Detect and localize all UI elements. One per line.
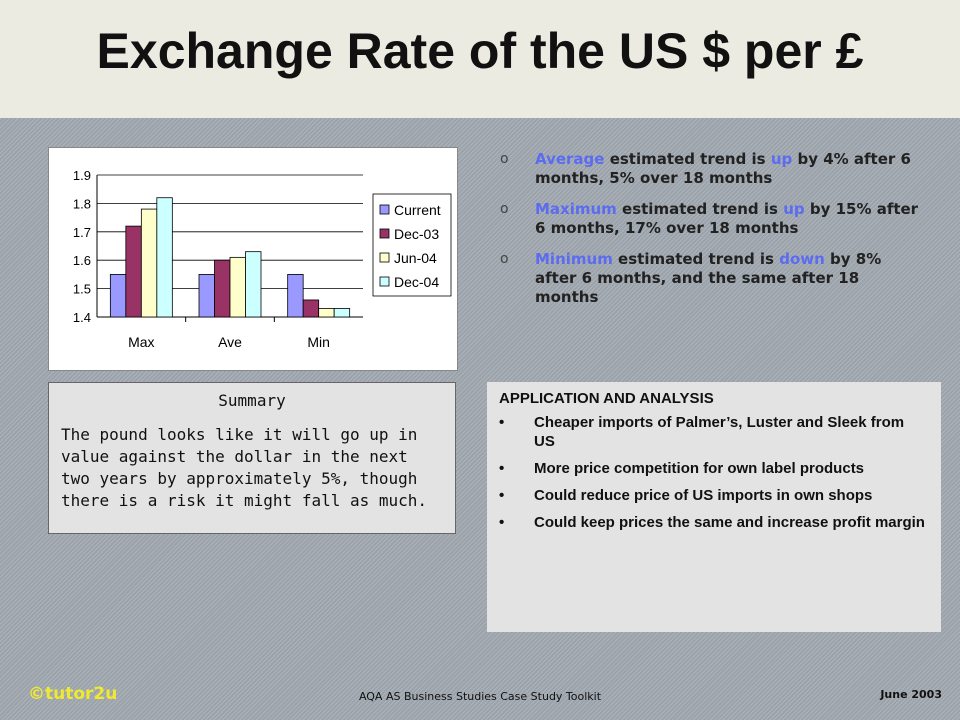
footer-date: June 2003: [880, 688, 942, 701]
bar-jun-04: [140, 208, 158, 318]
y-tick-label: 1.7: [73, 225, 91, 240]
circle-bullet-icon: o: [500, 251, 509, 267]
chart-svg: 1.4 1.5 1.6 1.7 1.8 1.9 Max Ave Min Current Dec-03…: [73, 168, 452, 350]
legend-label: Jun-04: [394, 250, 437, 266]
bullet-text: estimated trend is: [616, 200, 784, 218]
bar-current: [287, 274, 304, 318]
bullet-text: by 8% after 6 months, and the same after…: [535, 250, 882, 306]
bullet-direction: up: [783, 200, 805, 218]
bullet-minimum: o Minimum estimated trend is down by 8% …: [500, 250, 920, 307]
slide-title: Exchange Rate of the US $ per £: [96, 23, 864, 79]
bullet-keyword: Minimum: [535, 250, 613, 268]
bar-current: [198, 274, 215, 318]
y-tick-label: 1.6: [73, 253, 91, 268]
analysis-box: APPLICATION AND ANALYSIS Cheaper imports…: [487, 382, 941, 632]
bar-dec-04: [245, 251, 262, 318]
bar-dec-04: [156, 197, 173, 318]
legend-swatch: [379, 228, 390, 239]
bullet-text: estimated trend is: [604, 150, 771, 168]
bullet-direction: up: [770, 150, 793, 168]
y-tick-label: 1.5: [73, 282, 91, 297]
title-bar: Exchange Rate of the US $ per £: [0, 0, 960, 118]
exchange-rate-chart: 1.4 1.5 1.6 1.7 1.8 1.9 Max Ave Min Current Dec-03…: [48, 147, 458, 371]
bullet-text: by 4% after 6 months, 5% over 18 months: [535, 150, 911, 187]
bullet-average: o Average estimated trend is up by 4% af…: [500, 150, 920, 188]
analysis-heading: APPLICATION AND ANALYSIS: [499, 390, 714, 407]
x-category-label: Ave: [218, 334, 242, 350]
trend-bullets: o Average estimated trend is up by 4% af…: [500, 150, 920, 319]
y-tick-label: 1.4: [73, 310, 91, 325]
circle-bullet-icon: o: [500, 201, 509, 217]
bar-dec-03: [302, 299, 320, 318]
legend-swatch: [379, 204, 390, 215]
bullet-text: by 15% after 6 months, 17% over 18 month…: [535, 200, 919, 237]
bar-dec-03: [214, 259, 231, 318]
analysis-item: Could keep prices the same and increase …: [499, 513, 929, 532]
y-tick-label: 1.8: [73, 196, 91, 211]
bullet-keyword: Maximum: [535, 200, 617, 218]
analysis-list: Cheaper imports of Palmer’s, Luster and …: [499, 413, 929, 532]
legend-label: Current: [394, 202, 441, 218]
legend-swatch: [379, 276, 390, 287]
legend-label: Dec-04: [394, 274, 439, 290]
summary-heading: Summary: [218, 391, 286, 410]
summary-text: The pound looks like it will go up in va…: [61, 425, 428, 510]
summary-box: Summary The pound looks like it will go …: [48, 382, 456, 534]
bar-dec-04: [333, 308, 351, 318]
analysis-item: Could reduce price of US imports in own …: [499, 486, 929, 505]
analysis-item: Cheaper imports of Palmer’s, Luster and …: [499, 413, 929, 451]
legend-swatch: [379, 252, 390, 263]
x-category-label: Min: [307, 334, 330, 350]
bar-dec-03: [125, 225, 142, 318]
x-category-label: Max: [128, 334, 154, 350]
circle-bullet-icon: o: [500, 151, 509, 167]
bullet-text: estimated trend is: [612, 250, 780, 268]
bullet-direction: down: [779, 250, 825, 268]
bullet-maximum: o Maximum estimated trend is up by 15% a…: [500, 200, 920, 238]
bar-current: [109, 274, 127, 318]
bar-jun-04: [318, 308, 335, 318]
footer-caption: AQA AS Business Studies Case Study Toolk…: [358, 690, 602, 703]
analysis-item: More price competition for own label pro…: [499, 459, 929, 478]
bullet-keyword: Average: [535, 150, 605, 168]
y-tick-label: 1.9: [73, 168, 91, 183]
bar-jun-04: [229, 256, 246, 318]
footer-brand: ©tutor2u: [28, 684, 118, 704]
legend-label: Dec-03: [394, 226, 439, 242]
